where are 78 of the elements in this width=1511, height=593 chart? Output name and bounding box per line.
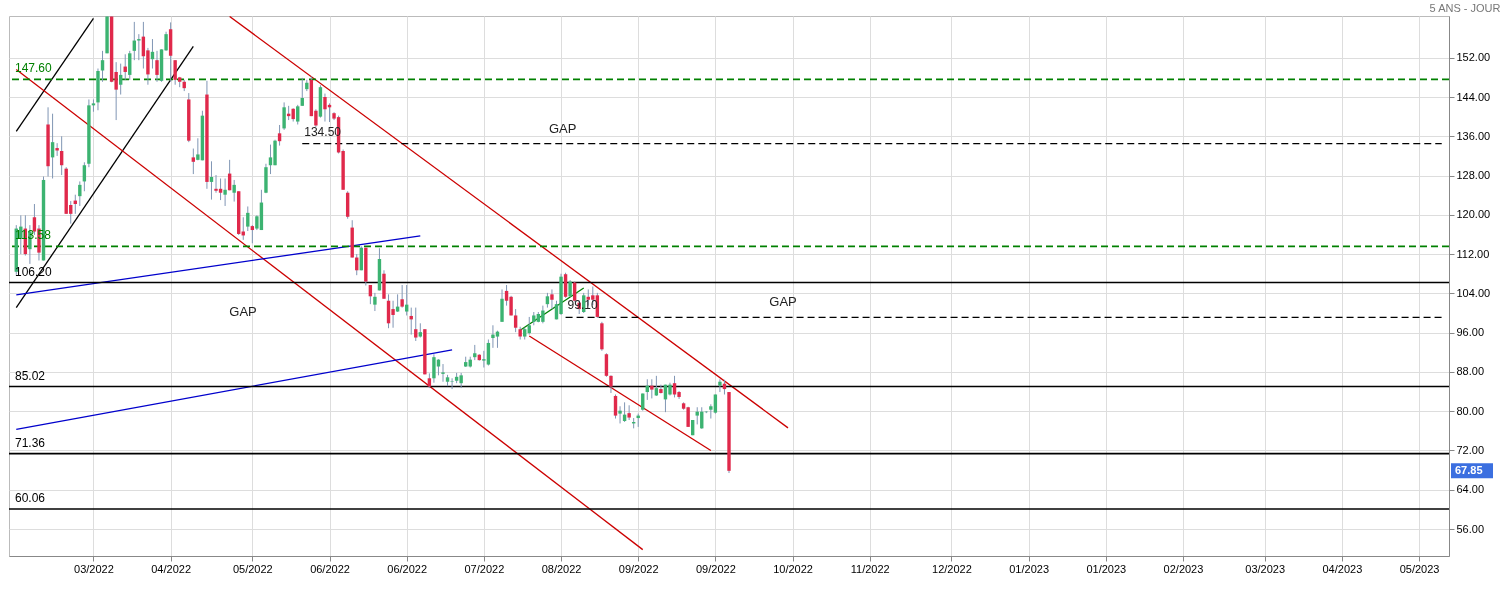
x-tick-label: 07/2022	[464, 562, 505, 575]
candlestick	[491, 324, 495, 349]
annotation: GAP	[549, 120, 577, 136]
x-tick-label: 01/2023	[1009, 562, 1049, 575]
x-tick-label: 02/2023	[1163, 562, 1204, 575]
candlestick	[218, 177, 223, 201]
ref-line-label: 71.36	[15, 435, 46, 450]
candlestick	[441, 363, 445, 383]
y-tick-label: 80.00	[1456, 404, 1485, 417]
candlestick	[414, 307, 418, 342]
candlestick	[78, 180, 82, 207]
x-tick-label: 05/2022	[232, 562, 273, 575]
candlestick	[550, 288, 554, 310]
ref-line-label: 85.02	[15, 368, 46, 383]
y-tick-label: 152.00	[1456, 51, 1491, 64]
candlestick	[486, 339, 491, 367]
y-tick-label: 88.00	[1456, 365, 1485, 378]
y-tick-label: 112.00	[1456, 247, 1490, 260]
candlestick	[191, 148, 196, 175]
text: 67.85	[1455, 463, 1483, 476]
y-tick-label: 64.00	[1456, 483, 1485, 496]
x-tick-label: 03/2022	[74, 562, 114, 575]
y-tick-label: 144.00	[1456, 90, 1491, 103]
y-tick-label: 104.00	[1456, 286, 1491, 299]
candlestick	[650, 378, 654, 399]
candlestick	[155, 50, 159, 83]
candlestick	[323, 93, 327, 123]
candlestick	[137, 33, 141, 61]
candlestick	[659, 384, 663, 395]
candlestick	[604, 352, 609, 378]
candlestick	[713, 393, 718, 415]
candlestick	[718, 378, 722, 393]
candlestick	[282, 101, 286, 131]
annotation: GAP	[229, 303, 257, 319]
y-tick-label: 136.00	[1456, 129, 1491, 142]
x-tick-label: 01/2023	[1086, 562, 1127, 575]
x-tick-label: 11/2022	[850, 562, 890, 575]
candlestick	[500, 288, 504, 323]
x-tick-label: 06/2022	[310, 562, 350, 575]
candlestick	[618, 405, 622, 424]
candlestick	[404, 284, 409, 316]
candlestick	[296, 104, 300, 125]
candlestick	[391, 300, 395, 329]
x-tick-label: 09/2022	[696, 562, 736, 575]
y-tick-label: 120.00	[1456, 208, 1491, 221]
candlestick	[563, 272, 568, 299]
y-tick-label: 96.00	[1456, 326, 1485, 339]
candlestick	[223, 177, 227, 207]
x-tick-label: 04/2023	[1322, 562, 1363, 575]
candlestick	[232, 179, 236, 203]
y-tick-label: 128.00	[1456, 169, 1491, 182]
x-tick-label: 06/2022	[387, 562, 428, 575]
annotation: GAP	[769, 294, 797, 310]
candlestick	[513, 308, 518, 333]
candlestick	[173, 59, 177, 86]
y-tick-label: 72.00	[1456, 443, 1485, 456]
ref-line-label: 60.06	[15, 491, 46, 506]
x-tick-label: 05/2023	[1399, 562, 1440, 575]
candlestick	[627, 404, 631, 421]
candlestick	[118, 63, 123, 96]
candlestick	[400, 284, 404, 309]
candlestick	[450, 377, 454, 390]
candlestick	[373, 292, 377, 312]
candlestick	[128, 50, 132, 81]
candlestick	[250, 224, 255, 244]
y-tick-label: 56.00	[1456, 522, 1485, 535]
candlestick	[432, 353, 436, 384]
x-tick-label: 09/2022	[618, 562, 659, 575]
chart-subtitle: 5 ANS - JOUR	[1429, 1, 1501, 14]
candlestick	[613, 393, 618, 420]
x-tick-label: 10/2022	[773, 562, 813, 575]
x-tick-label: 12/2022	[932, 562, 972, 575]
candlestick	[214, 174, 218, 194]
x-tick-label: 04/2022	[151, 562, 191, 575]
x-tick-label: 03/2023	[1245, 562, 1286, 575]
ref-line-label: 147.60	[15, 61, 53, 76]
candlestick	[55, 142, 59, 157]
x-tick-label: 08/2022	[541, 562, 582, 575]
